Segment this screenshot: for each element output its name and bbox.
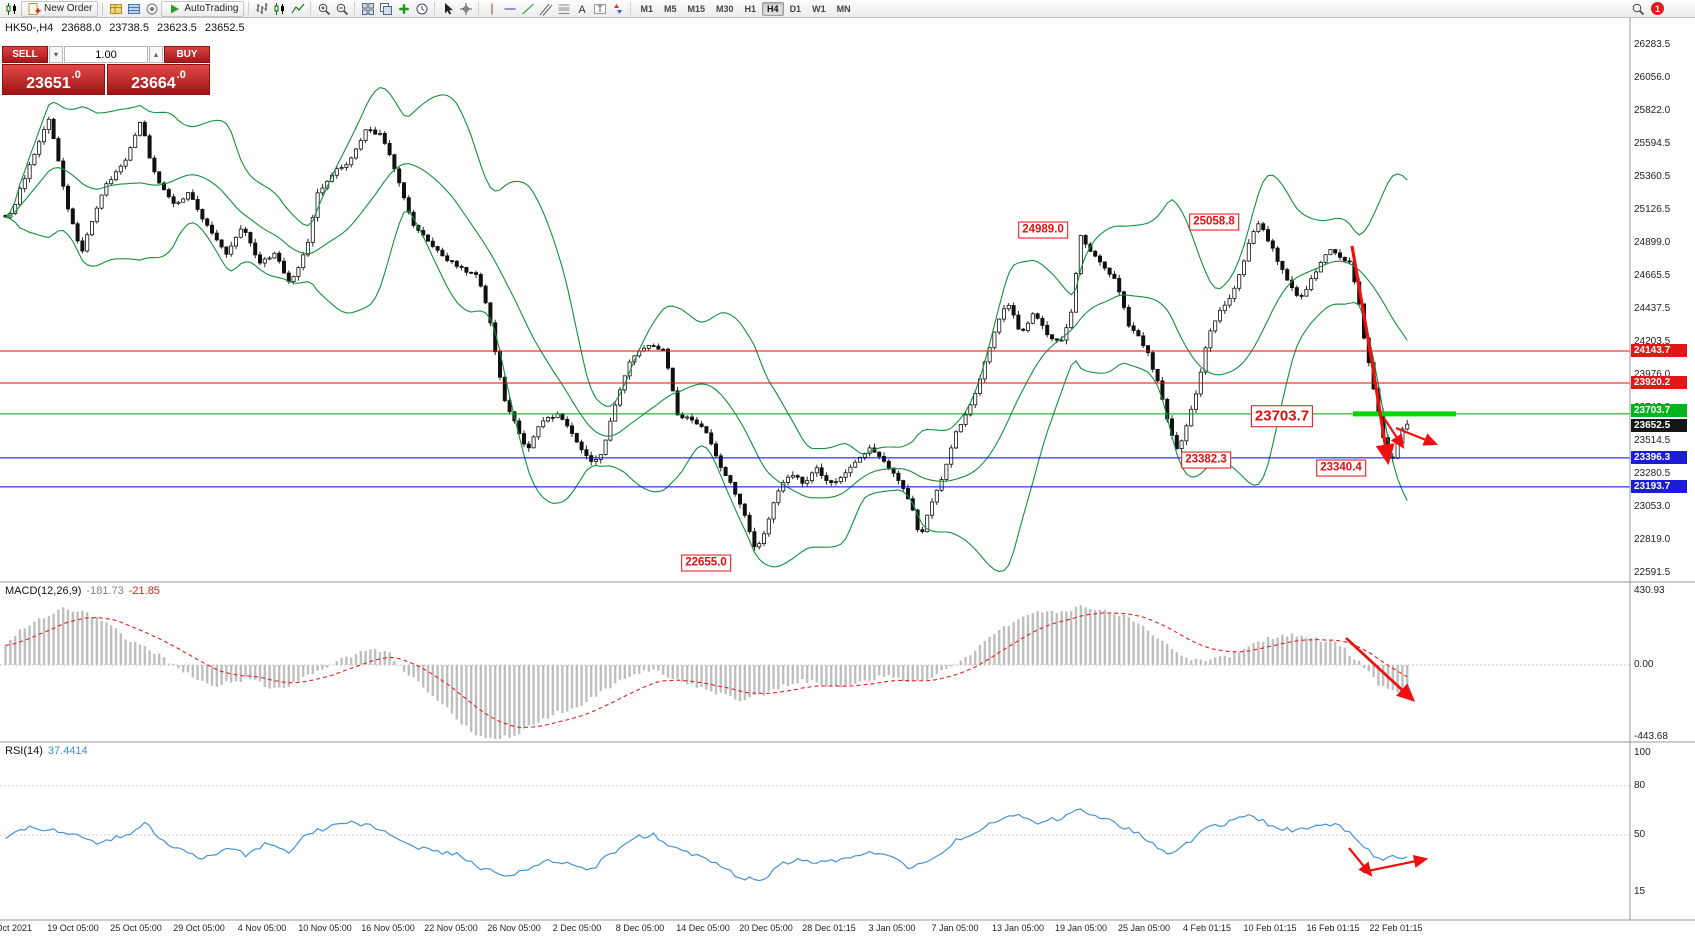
tile-windows-icon[interactable]: [359, 1, 376, 17]
price-annotation[interactable]: 24989.0: [1018, 221, 1068, 239]
zoom-out-icon[interactable]: [333, 1, 350, 17]
rsi-line: [5, 808, 1408, 882]
drawn-arrow: [1362, 854, 1429, 874]
svg-text:A: A: [578, 4, 586, 16]
toolbar-separator: [310, 2, 312, 15]
buy-price-frac: .0: [176, 69, 186, 81]
toolbar-separator: [630, 2, 632, 15]
macd-signal-line: [5, 612, 1408, 729]
price-annotation[interactable]: 23703.7: [1250, 405, 1314, 427]
autotrading-button-label: AutoTrading: [184, 3, 239, 14]
timeframe-d1[interactable]: D1: [789, 3, 802, 14]
price-annotation[interactable]: 25058.8: [1189, 213, 1239, 231]
trendline-icon[interactable]: [519, 1, 536, 17]
timeframe-w1[interactable]: W1: [812, 3, 826, 14]
fibonacci-icon[interactable]: [555, 1, 572, 17]
volume-decrease-button[interactable]: ▾: [49, 46, 63, 63]
macd-histogram: [4, 605, 1409, 739]
drawn-arrow: [1395, 426, 1439, 446]
timeframe-mn[interactable]: MN: [836, 3, 851, 14]
price-annotation[interactable]: 22655.0: [681, 554, 731, 572]
data-window-icon[interactable]: [125, 1, 142, 17]
sound-icon[interactable]: [143, 1, 160, 17]
svg-text:T: T: [597, 4, 603, 14]
chart-window-icon[interactable]: [3, 1, 20, 17]
drawn-arrow: [1345, 636, 1416, 702]
timeframe-h4[interactable]: H4: [762, 1, 784, 16]
sell-price-frac: .0: [71, 69, 81, 81]
indicators-icon[interactable]: [395, 1, 412, 17]
toolbar-separator: [478, 2, 480, 15]
toolbar: New Order AutoTrading A T M1 M5 M15 M30 H1 H4 D1 W1…: [0, 0, 1695, 18]
text-label-icon[interactable]: T: [591, 1, 608, 17]
drawn-arrow: [1383, 417, 1405, 449]
period-icon[interactable]: [413, 1, 430, 17]
buy-price-value: 23664: [131, 75, 176, 92]
notification-badge[interactable]: 1: [1651, 2, 1664, 15]
channel-icon[interactable]: [537, 1, 554, 17]
crosshair-icon[interactable]: [457, 1, 474, 17]
timeframe-m1[interactable]: M1: [640, 3, 653, 14]
autotrading-icon: [167, 2, 181, 16]
timeframe-m15[interactable]: M15: [687, 3, 706, 14]
cascade-windows-icon[interactable]: [377, 1, 394, 17]
price-annotation[interactable]: 23382.3: [1181, 451, 1231, 469]
sell-price-value: 23651: [26, 75, 71, 92]
candlestick-chart-icon[interactable]: [271, 1, 288, 17]
timeframe-h1[interactable]: H1: [744, 3, 757, 14]
new-order-icon: [27, 2, 41, 16]
toolbar-separator: [354, 2, 356, 15]
new-order-button[interactable]: New Order: [21, 0, 99, 17]
buy-price-button[interactable]: 23664.0: [107, 64, 210, 95]
bar-chart-icon[interactable]: [253, 1, 270, 17]
toolbar-separator: [434, 2, 436, 15]
candlestick-series: [3, 116, 1410, 551]
timeframe-m30[interactable]: M30: [716, 3, 734, 14]
buy-button[interactable]: BUY: [164, 46, 210, 63]
timeframe-m5[interactable]: M5: [663, 3, 677, 14]
zoom-in-icon[interactable]: [315, 1, 332, 17]
vertical-line-icon[interactable]: [483, 1, 500, 17]
drawn-arrow: [1350, 245, 1395, 466]
horizontal-line-icon[interactable]: [501, 1, 518, 17]
cursor-icon[interactable]: [439, 1, 456, 17]
search-icon[interactable]: [1629, 1, 1646, 17]
volume-input[interactable]: [64, 46, 148, 63]
toolbar-separator: [248, 2, 250, 15]
one-click-trading-panel: SELL ▾ ▴ BUY 23651.0 23664.0: [2, 46, 210, 95]
autotrading-button[interactable]: AutoTrading: [161, 0, 245, 17]
market-watch-icon[interactable]: [107, 1, 124, 17]
text-icon[interactable]: A: [573, 1, 590, 17]
price-annotation[interactable]: 23340.4: [1316, 459, 1366, 477]
line-chart-icon[interactable]: [289, 1, 306, 17]
sell-button[interactable]: SELL: [2, 46, 48, 63]
toolbar-separator: [102, 2, 104, 15]
arrows-icon[interactable]: [609, 1, 626, 17]
new-order-button-label: New Order: [44, 3, 93, 14]
sell-price-button[interactable]: 23651.0: [2, 64, 105, 95]
volume-increase-button[interactable]: ▴: [149, 46, 163, 63]
